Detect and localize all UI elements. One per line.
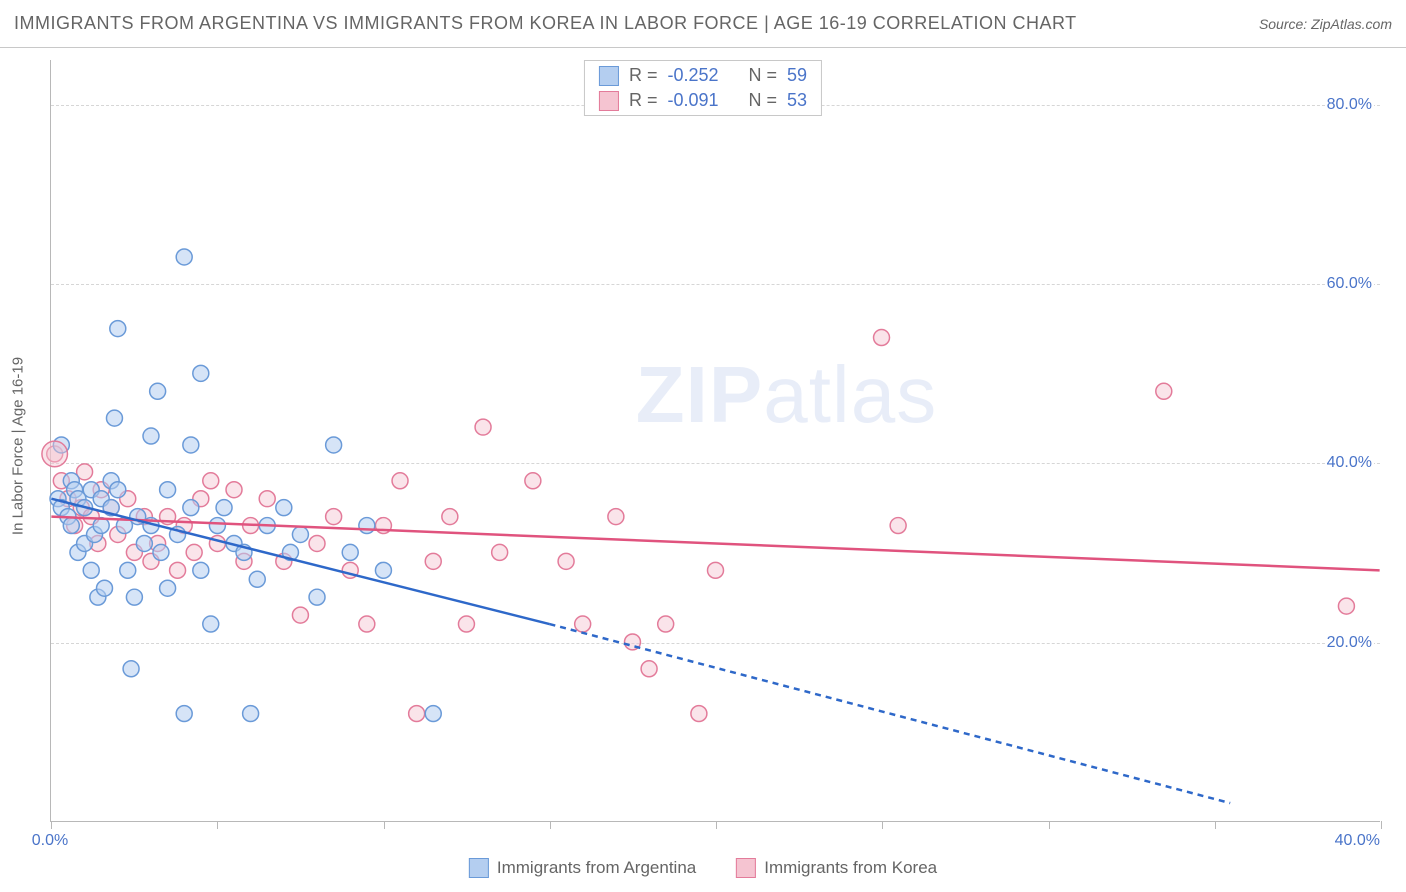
source-attribution: Source: ZipAtlas.com bbox=[1259, 16, 1392, 32]
plot-area: 20.0%40.0%60.0%80.0% ZIPatlas bbox=[50, 60, 1380, 822]
bottom-legend: Immigrants from Argentina Immigrants fro… bbox=[469, 858, 937, 878]
legend-item-korea: Immigrants from Korea bbox=[736, 858, 937, 878]
xtick-label-min: 0.0% bbox=[32, 832, 68, 850]
y-axis-label: In Labor Force | Age 16-19 bbox=[10, 357, 27, 535]
scatter-plot bbox=[51, 60, 1380, 821]
swatch-korea bbox=[599, 91, 619, 111]
chart-title: IMMIGRANTS FROM ARGENTINA VS IMMIGRANTS … bbox=[14, 13, 1077, 34]
stats-row-argentina: R = -0.252 N = 59 bbox=[585, 63, 821, 88]
swatch-argentina bbox=[599, 66, 619, 86]
xtick-label-max: 40.0% bbox=[1335, 832, 1380, 850]
stats-legend: R = -0.252 N = 59 R = -0.091 N = 53 bbox=[584, 60, 822, 116]
stats-row-korea: R = -0.091 N = 53 bbox=[585, 88, 821, 113]
swatch-korea-2 bbox=[736, 858, 756, 878]
swatch-argentina-2 bbox=[469, 858, 489, 878]
legend-item-argentina: Immigrants from Argentina bbox=[469, 858, 696, 878]
chart-header: IMMIGRANTS FROM ARGENTINA VS IMMIGRANTS … bbox=[0, 0, 1406, 48]
